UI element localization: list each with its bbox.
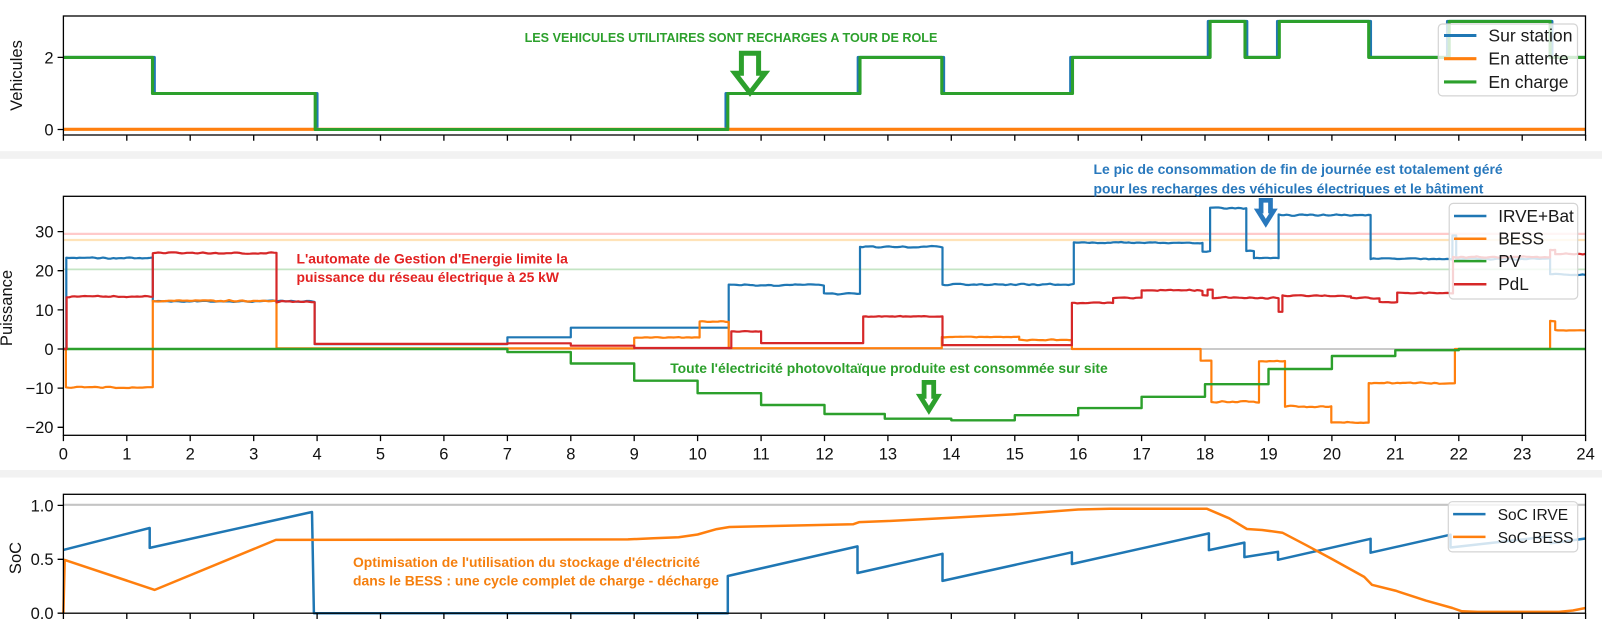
svg-text:PdL: PdL [1498, 274, 1529, 294]
svg-text:SoC: SoC [7, 542, 25, 574]
svg-text:15: 15 [1006, 446, 1024, 464]
svg-text:2: 2 [44, 49, 53, 67]
svg-text:19: 19 [1259, 446, 1277, 464]
svg-text:8: 8 [566, 446, 575, 464]
svg-text:BESS: BESS [1498, 229, 1544, 249]
svg-text:13: 13 [879, 446, 897, 464]
svg-text:Le pic de consommation de fin: Le pic de consommation de fin de journée… [1094, 161, 1503, 177]
svg-text:LES VEHICULES UTILITAIRES SONT: LES VEHICULES UTILITAIRES SONT RECHARGES… [525, 31, 938, 45]
svg-text:IRVE+Bat: IRVE+Bat [1498, 206, 1574, 226]
svg-text:PV: PV [1498, 251, 1521, 271]
svg-text:dans le BESS : une cycle compl: dans le BESS : une cycle complet de char… [353, 573, 719, 589]
svg-text:0.5: 0.5 [31, 551, 54, 569]
svg-text:3: 3 [249, 446, 258, 464]
svg-text:1: 1 [122, 446, 131, 464]
svg-text:12: 12 [815, 446, 833, 464]
svg-text:SoC IRVE: SoC IRVE [1498, 507, 1568, 524]
svg-text:20: 20 [1323, 446, 1341, 464]
svg-text:17: 17 [1132, 446, 1150, 464]
svg-text:14: 14 [942, 446, 960, 464]
svg-text:21: 21 [1386, 446, 1404, 464]
svg-text:pour les recharges des véhicul: pour les recharges des véhicules électri… [1094, 180, 1484, 196]
svg-text:5: 5 [376, 446, 385, 464]
svg-text:18: 18 [1196, 446, 1214, 464]
svg-text:−10: −10 [26, 380, 54, 398]
svg-text:10: 10 [688, 446, 706, 464]
svg-text:24: 24 [1576, 446, 1594, 464]
svg-text:4: 4 [313, 446, 322, 464]
svg-text:L'automate de Gestion d'Energi: L'automate de Gestion d'Energie limite l… [297, 250, 569, 266]
svg-text:En charge: En charge [1488, 72, 1568, 92]
svg-text:6: 6 [439, 446, 448, 464]
svg-text:Sur station: Sur station [1488, 25, 1572, 45]
svg-text:Vehicules: Vehicules [8, 40, 26, 111]
svg-text:0.0: 0.0 [31, 605, 54, 623]
svg-text:Toute l'électricité photovolta: Toute l'électricité photovoltaïque produ… [670, 360, 1108, 376]
svg-text:SoC BESS: SoC BESS [1498, 530, 1574, 547]
svg-text:1.0: 1.0 [31, 497, 54, 515]
svg-text:9: 9 [630, 446, 639, 464]
svg-text:30: 30 [35, 224, 53, 242]
svg-text:Puissance: Puissance [0, 270, 16, 346]
svg-text:20: 20 [35, 263, 53, 281]
svg-text:2: 2 [186, 446, 195, 464]
svg-text:23: 23 [1513, 446, 1531, 464]
svg-text:En attente: En attente [1488, 49, 1568, 69]
svg-text:16: 16 [1069, 446, 1087, 464]
svg-text:7: 7 [503, 446, 512, 464]
svg-text:−20: −20 [26, 419, 54, 437]
svg-text:0: 0 [59, 446, 68, 464]
svg-text:10: 10 [35, 302, 53, 320]
svg-text:11: 11 [753, 446, 770, 464]
svg-text:0: 0 [44, 341, 53, 359]
svg-text:Optimisation de l'utilisation: Optimisation de l'utilisation du stockag… [353, 554, 700, 570]
svg-text:puissance du réseau électrique: puissance du réseau électrique à 25 kW [297, 269, 560, 285]
svg-text:22: 22 [1450, 446, 1468, 464]
svg-text:0: 0 [44, 121, 53, 139]
